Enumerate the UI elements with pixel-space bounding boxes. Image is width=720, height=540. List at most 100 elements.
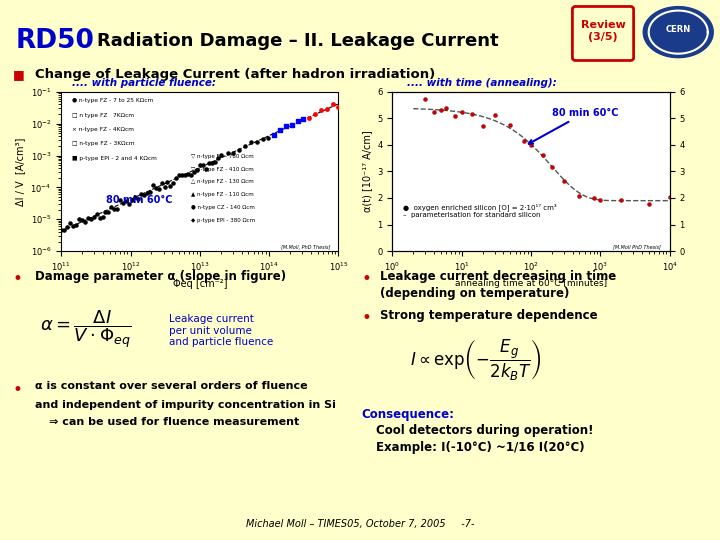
Text: ■ p-type EPI - 2 and 4 KΩcm: ■ p-type EPI - 2 and 4 KΩcm (72, 156, 157, 160)
Text: Example: I(-10°C) ~1/16 I(20°C): Example: I(-10°C) ~1/16 I(20°C) (376, 441, 585, 454)
Point (188, 167, 199, 176)
X-axis label: annealing time at 60°C [minutes]: annealing time at 60°C [minutes] (455, 279, 607, 288)
Point (558, 176, 570, 185)
Point (135, 190, 147, 198)
Point (168, 179, 179, 187)
Text: .... with particle fluence:: .... with particle fluence: (72, 78, 216, 88)
Point (91, 210, 102, 219)
Point (55, 226, 67, 234)
Point (185, 171, 197, 179)
Point (156, 179, 167, 187)
Text: Change of Leakage Current (after hadron irradiation): Change of Leakage Current (after hadron … (35, 68, 435, 81)
Point (245, 138, 256, 147)
Point (477, 122, 488, 130)
Point (280, 122, 292, 130)
Point (58, 226, 70, 234)
Point (88, 213, 99, 222)
Text: Strong temperature dependence: Strong temperature dependence (380, 309, 598, 322)
Point (441, 104, 452, 112)
Point (595, 195, 606, 204)
Point (85, 214, 96, 223)
Point (117, 199, 129, 207)
Point (197, 161, 209, 170)
Point (129, 193, 140, 201)
Point (174, 171, 185, 179)
Point (76, 215, 88, 224)
Text: ●  oxygen enriched silicon [O] = 2·10¹⁷ cm³
–  parameterisation for standard sil: ● oxygen enriched silicon [O] = 2·10¹⁷ c… (403, 203, 557, 218)
Point (67, 222, 78, 231)
Point (466, 110, 477, 118)
Polygon shape (643, 6, 714, 58)
Point (158, 183, 170, 191)
Point (114, 196, 126, 205)
Text: Cool detectors during operation!: Cool detectors during operation! (376, 424, 593, 437)
Point (526, 141, 537, 150)
Point (179, 170, 191, 179)
Point (274, 125, 286, 134)
Point (456, 108, 467, 117)
Point (141, 188, 153, 197)
Point (212, 153, 223, 162)
Point (588, 193, 599, 202)
Point (109, 205, 120, 213)
Point (200, 165, 212, 173)
Text: CERN: CERN (665, 25, 691, 34)
Text: ▲ n-type FZ - 110 Ωcm: ▲ n-type FZ - 110 Ωcm (192, 192, 254, 197)
Point (106, 203, 117, 212)
Point (537, 151, 549, 159)
Text: Leakage current decreasing in time: Leakage current decreasing in time (380, 270, 616, 283)
Point (132, 194, 144, 203)
Point (327, 100, 338, 109)
Text: □ n type FZ   7KΩcm: □ n type FZ 7KΩcm (72, 112, 135, 118)
Point (138, 191, 150, 199)
Text: and independent of impurity concentration in Si: and independent of impurity concentratio… (35, 400, 336, 410)
Text: × n-type FZ - 4KΩcm: × n-type FZ - 4KΩcm (72, 127, 135, 132)
Text: Review
(3/5): Review (3/5) (580, 20, 626, 42)
Point (123, 199, 135, 208)
Point (182, 170, 194, 178)
Point (257, 134, 269, 143)
FancyBboxPatch shape (572, 6, 634, 60)
Text: ⇒ can be used for fluence measurement: ⇒ can be used for fluence measurement (49, 417, 300, 427)
Point (449, 111, 461, 120)
Text: $\alpha = \dfrac{\Delta I}{V \cdot \Phi_{eq}}$: $\alpha = \dfrac{\Delta I}{V \cdot \Phi_… (40, 308, 131, 349)
Point (94, 214, 105, 222)
Text: 80 min 60°C: 80 min 60°C (528, 107, 618, 144)
Y-axis label: α(t) [10⁻¹⁷ A/cm]: α(t) [10⁻¹⁷ A/cm] (361, 131, 372, 212)
Text: ● n-type FZ - 7 to 25 KΩcm: ● n-type FZ - 7 to 25 KΩcm (72, 98, 153, 103)
Point (546, 163, 557, 172)
Text: □ n-type FZ - 3KΩcm: □ n-type FZ - 3KΩcm (72, 141, 135, 146)
Point (73, 215, 85, 224)
Point (194, 160, 206, 169)
Point (333, 103, 344, 112)
Point (150, 184, 161, 192)
Point (103, 208, 114, 217)
Point (315, 105, 327, 114)
Point (228, 149, 239, 158)
Text: •: • (13, 381, 23, 399)
Text: $I \propto \exp\!\left(-\dfrac{E_g}{2k_B T}\right)$: $I \propto \exp\!\left(-\dfrac{E_g}{2k_B… (410, 338, 542, 382)
Point (112, 205, 123, 213)
Point (82, 213, 94, 222)
Text: •: • (361, 270, 372, 288)
Text: △ n-type FZ - 130 Ωcm: △ n-type FZ - 130 Ωcm (192, 179, 254, 185)
Point (153, 185, 164, 193)
Point (126, 195, 138, 204)
Point (99, 208, 111, 217)
Point (286, 121, 297, 130)
Text: ▽ n-type FZ - 780 Ωcm: ▽ n-type FZ - 780 Ωcm (192, 154, 254, 159)
Point (616, 196, 627, 205)
Point (233, 146, 245, 154)
Text: α is constant over several orders of fluence: α is constant over several orders of flu… (35, 381, 307, 391)
Text: 80 min 60°C: 80 min 60°C (106, 195, 172, 205)
Point (292, 117, 303, 125)
Point (420, 95, 431, 104)
Point (489, 111, 500, 119)
Point (176, 171, 188, 179)
Text: Consequence:: Consequence: (361, 408, 454, 421)
Text: Leakage current
per unit volume
and particle fluence: Leakage current per unit volume and part… (169, 314, 274, 347)
Point (310, 110, 321, 118)
Text: Michael Moll – TIMES05, October 7, 2005     -7-: Michael Moll – TIMES05, October 7, 2005 … (246, 519, 474, 529)
Point (251, 138, 263, 146)
Text: •: • (361, 309, 372, 327)
